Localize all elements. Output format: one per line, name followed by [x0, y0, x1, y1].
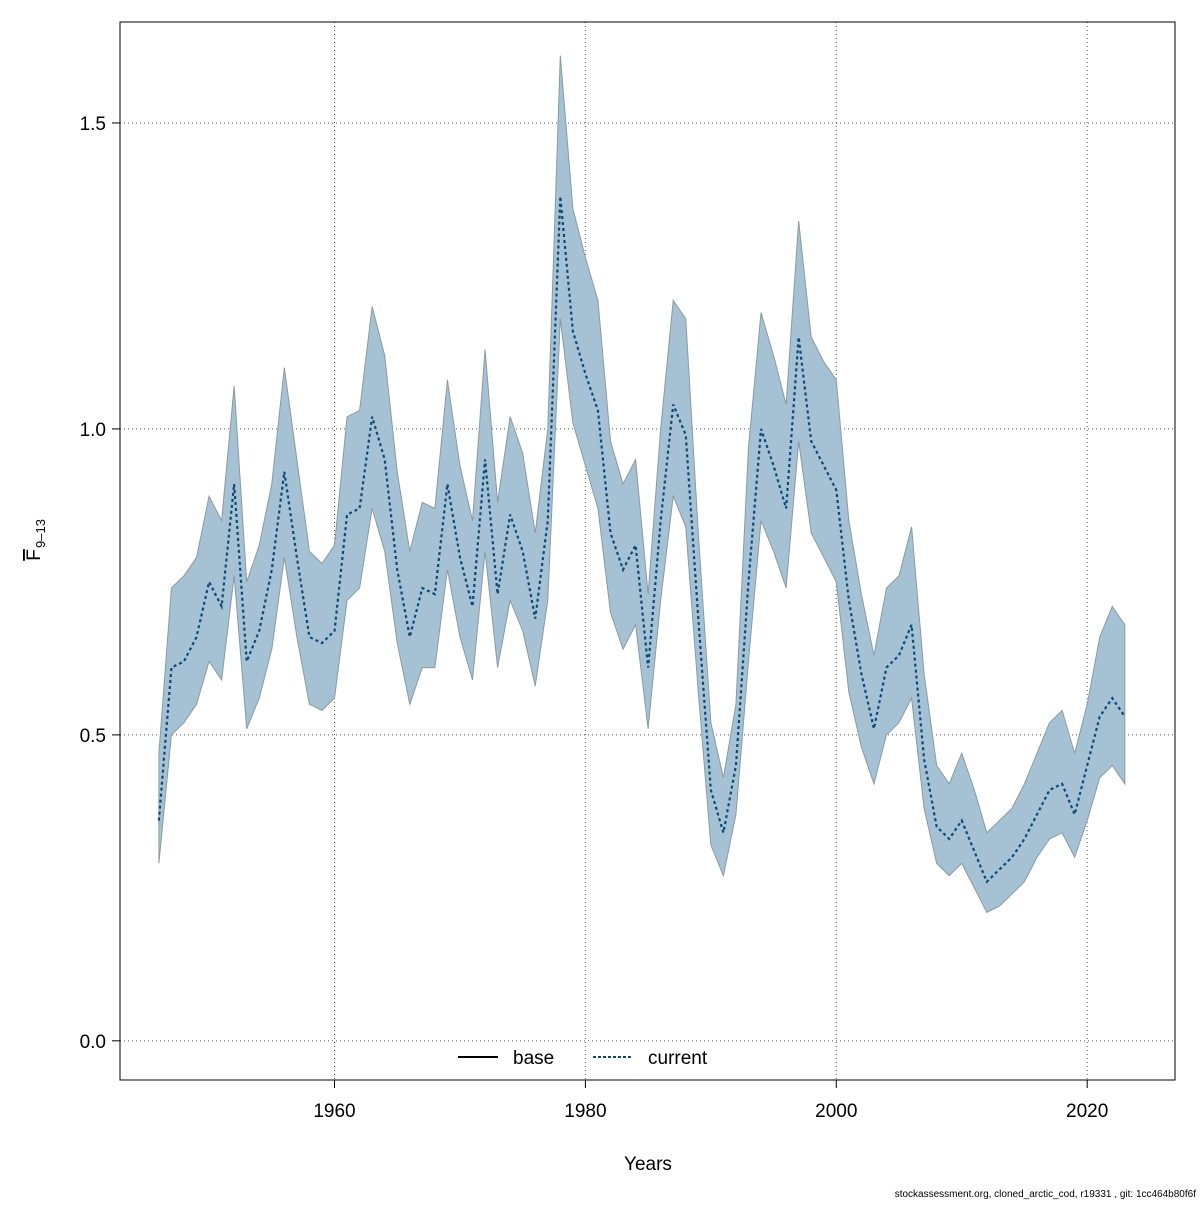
y-tick-label: 1.5	[80, 114, 106, 135]
y-axis-label: F 9–13	[24, 519, 48, 561]
y-label-main: F	[24, 549, 45, 561]
y-tick-label: 0.5	[80, 726, 106, 747]
footer: stockassessment.org, cloned_arctic_cod, …	[895, 1189, 1197, 1200]
y-label-sub: 9–13	[33, 519, 48, 548]
x-tick-label: 2020	[1066, 1101, 1108, 1122]
y-tick-label: 1.0	[80, 420, 106, 441]
x-tick-label: 1980	[564, 1101, 606, 1122]
legend-label: current	[648, 1048, 708, 1069]
x-tick-label: 1960	[313, 1101, 355, 1122]
x-axis-label: Years	[624, 1154, 672, 1175]
legend-label: base	[513, 1048, 554, 1069]
plot-frame	[119, 21, 1176, 1081]
confidence-band	[158, 55, 1126, 913]
x-tick-label: 2000	[815, 1101, 857, 1122]
y-tick-label: 0.0	[80, 1032, 106, 1053]
